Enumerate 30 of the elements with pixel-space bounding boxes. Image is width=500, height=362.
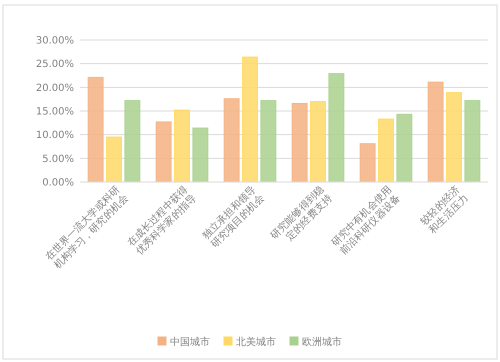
bar [464, 100, 480, 182]
bar [224, 98, 240, 182]
bar [124, 100, 140, 182]
legend-label: 中国城市 [170, 336, 210, 348]
y-tick-label: 5.00% [42, 154, 74, 165]
x-tick-label: 独立承担和领导研究项目的机会 [200, 184, 267, 250]
bar [396, 114, 412, 182]
y-tick-label: 30.00% [36, 36, 74, 46]
y-tick-label: 15.00% [36, 106, 74, 118]
bar [310, 101, 326, 182]
bar [446, 92, 462, 182]
bar [106, 136, 122, 182]
bar [292, 102, 308, 182]
bar [174, 110, 190, 182]
y-tick-label: 0.00% [42, 178, 74, 188]
x-tick-label: 较轻的经济和生活压力 [418, 184, 471, 236]
bar [156, 121, 172, 182]
bar [88, 76, 104, 182]
bar [428, 82, 444, 182]
y-tick-label: 10.00% [36, 130, 74, 142]
legend-label: 北美城市 [236, 336, 276, 348]
bar [378, 118, 394, 182]
y-tick-label: 25.00% [36, 59, 74, 70]
bar [328, 73, 344, 182]
y-tick-label: 20.00% [36, 82, 74, 94]
bar [242, 56, 258, 182]
bar [360, 143, 376, 182]
bar [192, 128, 208, 182]
legend-label: 欧洲城市 [302, 336, 342, 348]
bar [260, 100, 276, 182]
